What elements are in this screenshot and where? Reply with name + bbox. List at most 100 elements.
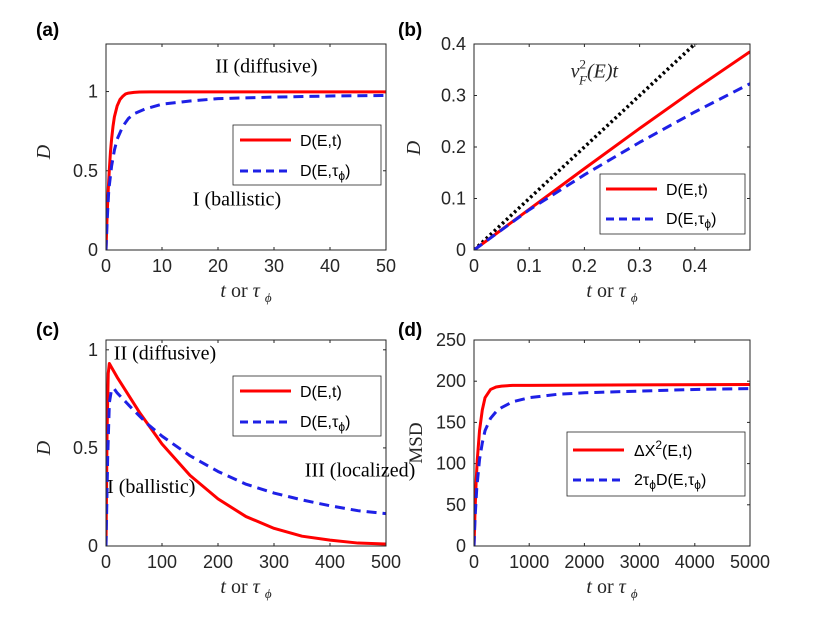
panel-b-ticks: 0 0.1 0.2 0.3 0.4 0 0.1 0.2 0.3 0.4 [441,34,750,276]
panel-a-xtick-label: 50 [376,256,396,276]
panel-a-xlabel-or: or [231,280,253,302]
panel-d-ytick-label: 150 [436,412,466,432]
panel-d-legend-entry-1: ΔX2(E,t) [634,438,692,460]
panel-a-xtick-label: 20 [208,256,228,276]
panel-a-xtick-label: 40 [320,256,340,276]
panel-d-ytick-label: 200 [436,371,466,391]
panel-c-ytick-label: 1 [88,340,98,360]
panel-a-legend-box [232,124,382,186]
panel-a-ytick-label: 1 [88,82,98,102]
panel-d-ytick-label: 250 [436,330,466,350]
panel-b-xtick-label: 0.2 [572,256,597,276]
panel-c-xtick-label: 0 [101,552,111,572]
panel-b-legend-entry-1: D(E,t) [666,182,708,199]
panel-a-xlabel-t: t [220,280,226,302]
panel-c-legend: D(E,t) D(E,τϕ) [232,375,382,437]
panel-a-xtick-label: 10 [152,256,172,276]
panel-b-ylabel: D [403,140,425,156]
panel-a: (a) 0 10 20 30 40 50 0 0.5 1 D t or τ ϕ II (diff… [33,20,396,305]
panel-d-xtick-label: 5000 [730,552,770,572]
panel-a-xtick-label: 30 [264,256,284,276]
panel-d-xtick-label: 4000 [675,552,715,572]
panel-b-xtick-label: 0.3 [627,256,652,276]
panel-c-series-blue-dashed [106,387,386,546]
panel-b-legend: D(E,t) D(E,τϕ) [599,173,746,235]
panel-c-ylabel: D [33,440,55,456]
panel-a-series [106,90,386,250]
panel-a-xlabel-phi: ϕ [265,290,272,305]
panel-c-label: (c) [36,320,59,341]
panel-d-legend-entry-2: 2τϕD(E,τϕ) [634,472,706,492]
panel-a-label: (a) [36,20,59,41]
panel-d: (d) 0 1000 2000 3000 4000 5000 0 50 100 150 200 250… [398,320,770,601]
panel-d-ytick-label: 50 [446,495,466,515]
panel-d-series-blue-dashed [474,387,750,546]
panel-a-series-blue-dashed [106,94,386,250]
panel-d-xlabel: t or τ ϕ [586,576,637,601]
panel-a-legend: D(E,t) D(E,τϕ) [232,124,382,186]
panel-b-legend-entry-2: D(E,τϕ) [666,211,716,231]
panel-c-xtick-label: 400 [315,552,345,572]
panel-b-ytick-label: 0.3 [441,86,466,106]
panel-c: (c) 0 100 200 300 400 500 0 0.5 1 D t or τ ϕ II … [33,320,415,601]
panel-d-xtick-label: 2000 [564,552,604,572]
panel-b-axes-box [473,43,751,251]
panel-d-series [474,383,750,546]
panel-c-legend-box [232,375,382,437]
panel-b-xtick-label: 0.4 [682,256,707,276]
panel-b-ytick-label: 0.4 [441,34,466,54]
panel-a-series-red-solid [106,90,386,250]
panel-d-xtick-label: 0 [469,552,479,572]
panel-d-xtick-label: 1000 [509,552,549,572]
panel-c-xtick-label: 300 [259,552,289,572]
panel-a-xtick-label: 0 [101,256,111,276]
panel-c-series [106,362,386,546]
panel-b-series [474,44,750,250]
panel-c-annotation-ballistic: I (ballistic) [107,476,195,498]
panel-c-xtick-label: 500 [371,552,401,572]
panel-c-series-red-solid [106,362,386,546]
panel-b-xtick-label: 0 [469,256,479,276]
panel-a-ylabel: D [33,144,55,160]
panel-a-xlabel-tau: τ [253,280,261,302]
panel-a-ytick-label: 0 [88,240,98,260]
panel-a-axes-box [105,43,387,251]
panel-b-series-blue-dashed [474,82,750,250]
panel-d-ytick-label: 100 [436,454,466,474]
panel-b-xtick-label: 0.1 [517,256,542,276]
panel-c-ytick-label: 0 [88,536,98,556]
panel-b: (b) 0 0.1 0.2 0.3 0.4 0 0.1 0.2 0.3 0.4 D t or τ … [398,20,751,305]
panel-a-xlabel: t or τ ϕ [220,280,271,305]
panel-c-annotation-localized: III (localized) [305,459,415,481]
panel-c-legend-entry-1: D(E,t) [300,384,342,401]
panel-b-label: (b) [398,20,422,41]
panel-b-series-black-dotted [474,44,698,250]
panel-d-ytick-label: 0 [456,536,466,556]
panel-b-legend-box [599,173,746,235]
panel-b-ytick-label: 0.1 [441,189,466,209]
panel-c-xlabel: t or τ ϕ [220,576,271,601]
panel-c-ticks: 0 100 200 300 400 500 0 0.5 1 [73,340,401,572]
panel-a-legend-entry-1: D(E,t) [300,133,342,150]
panel-d-legend-box [566,431,746,497]
panel-c-xtick-label: 200 [203,552,233,572]
panel-a-annotation-diffusive: II (diffusive) [215,56,317,78]
panel-a-ytick-label: 0.5 [73,161,98,181]
panel-d-ylabel: MSD [406,422,427,463]
panel-c-legend-entry-2: D(E,τϕ) [300,414,350,434]
panel-c-xtick-label: 100 [147,552,177,572]
panel-d-axes-box [473,339,751,547]
panel-d-legend: ΔX2(E,t) 2τϕD(E,τϕ) [566,431,746,497]
panel-b-ytick-label: 0 [456,240,466,260]
panel-c-ytick-label: 0.5 [73,438,98,458]
panel-b-ytick-label: 0.2 [441,137,466,157]
panel-a-ticks: 0 10 20 30 40 50 0 0.5 1 [73,44,396,276]
panel-c-axes-box [105,339,387,547]
panel-d-label: (d) [398,320,422,341]
panel-d-xtick-label: 3000 [620,552,660,572]
panel-c-annotation-diffusive: II (diffusive) [114,343,216,365]
panel-b-xlabel: t or τ ϕ [586,280,637,305]
panel-a-legend-entry-2: D(E,τϕ) [300,163,350,183]
panel-b-annotation-vf2: v2 F(E)t [571,57,619,88]
